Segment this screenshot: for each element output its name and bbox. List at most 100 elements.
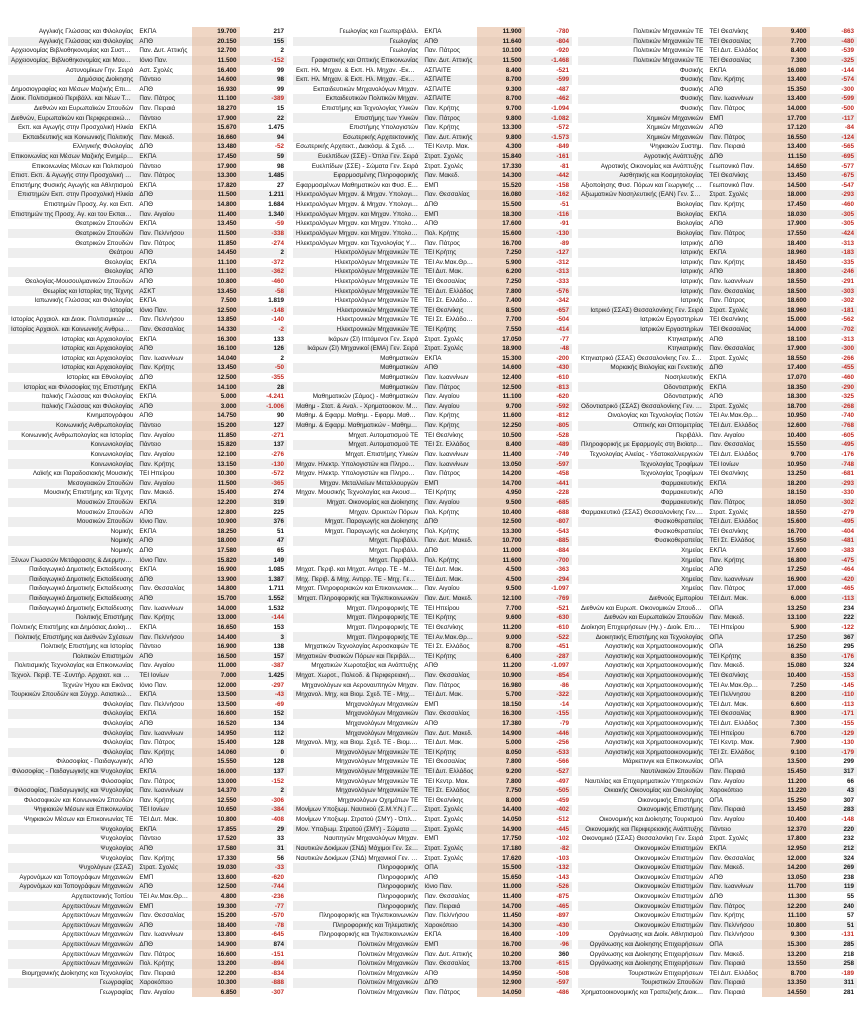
cell-estimation-2018: 6.200 <box>477 267 524 277</box>
cell-estimation-2018: 10.800 <box>192 277 239 287</box>
cell-estimation-2018: 11.300 <box>762 892 809 902</box>
cell-estimation-2018: 17.400 <box>762 363 809 373</box>
cell-sxoli: Φυσικοθεραπείας <box>578 536 706 546</box>
cell-sxoli: Τουριστικών Σπουδών <box>578 978 706 988</box>
cell-difference: -576 <box>525 286 572 296</box>
cell-estimation-2018: 18.050 <box>762 498 809 508</box>
cell-difference: 212 <box>810 844 857 854</box>
cell-idryma: Παν. Δυτ. Αττικής <box>136 46 192 56</box>
cell-difference: -300 <box>810 344 857 354</box>
cell-idryma: Παν. Πάτρος <box>136 238 192 248</box>
cell-difference: -804 <box>525 37 572 47</box>
table-row: Οικιακής Οικονομίας και Οικολογίας Χαροκό… <box>578 786 857 796</box>
cell-estimation-2018: 12.700 <box>192 46 239 56</box>
cell-estimation-2018: 18.300 <box>762 392 809 402</box>
cell-idryma: ΤΕΙ Ηπείρου <box>706 728 762 738</box>
cell-sxoli: Φιλοσοφίας - Παιδαγωγικής και Ψυχολογίας <box>8 767 136 777</box>
table-row: Βιομηχανικής Διοίκησης και Τεχνολογίας Πα… <box>8 969 287 979</box>
cell-idryma: ΟΠΑ <box>706 796 762 806</box>
cell-sxoli: Μηχατ. Πληροφορικής ΤΕ <box>293 623 421 633</box>
cell-difference: 225 <box>240 507 287 517</box>
cell-estimation-2018: 13.800 <box>192 930 239 940</box>
table-row: Μηχατ. Οικονομίας και Διοίκησης Παν. Αιγα… <box>293 498 572 508</box>
cell-idryma: ΕΚΠΑ <box>136 123 192 133</box>
cell-difference: -1.097 <box>525 661 572 671</box>
cell-estimation-2018: 18.900 <box>477 344 524 354</box>
cell-sxoli: Οικονομικών Επιστημών <box>578 911 706 921</box>
table-row: Οργάνωσης και Διοίκησης Επιχειρήσεων Παν.… <box>578 949 857 959</box>
cell-difference: -43 <box>240 690 287 700</box>
cell-idryma: ΑΠΘ <box>136 921 192 931</box>
cell-difference: -539 <box>810 46 857 56</box>
cell-difference: 360 <box>525 949 572 959</box>
table-row: Αξιωματικών Νοσηλευτικής (ΕΑΝ) Γεν. Σειρ… <box>578 190 857 200</box>
cell-estimation-2018: 10.900 <box>192 517 239 527</box>
cell-idryma: Παν. Μακεδ. <box>421 171 477 181</box>
cell-difference: -79 <box>525 719 572 729</box>
table-row: Επικοινωνίας και Μέσων Μαζικής Ενημέρωση… <box>8 152 287 162</box>
cell-estimation-2018: 18.960 <box>762 306 809 316</box>
table-row: Ικάρων (ΣΙ) Μηχανικοί (ΕΜΑ) Γεν. Σειρά Στ… <box>293 344 572 354</box>
cell-idryma: Στρατ. Σχολές <box>421 825 477 835</box>
cell-difference: -387 <box>240 661 287 671</box>
cell-idryma: Στρατ. Σχολές <box>421 853 477 863</box>
table-row: Ιατρικών Εργαστηρίων ΤΕΙ Θεσ/νίκης 15.000-… <box>578 315 857 325</box>
cell-sxoli: Κοινωνικής Ανθρωπολογίας και Ιστορίας <box>8 431 136 441</box>
cell-idryma: ΔΠΘ <box>706 238 762 248</box>
table-row: Πληροφορικής ΟΠΑ 15.500 -132 <box>293 863 572 873</box>
table-row: Πολιτικής Επιστήμης Παν. Κρήτης 13.000 -144 <box>8 613 287 623</box>
cell-difference: 128 <box>240 738 287 748</box>
cell-difference: -51 <box>525 200 572 210</box>
cell-estimation-2018: 12.250 <box>477 421 524 431</box>
table-row: Ιστορίας και Αρχαιολογίας ΑΠΘ 16.100 126 <box>8 344 287 354</box>
cell-idryma: Παν. Κρήτης <box>706 75 762 85</box>
cell-sxoli: Φιλολογίας <box>8 700 136 710</box>
table-row: Πληροφορικής με Εφαρμογές στη Βιοϊατρική… <box>578 440 857 450</box>
cell-estimation-2018: 17.520 <box>192 834 239 844</box>
cell-sxoli: Δημόσιας Διοίκησης <box>8 75 136 85</box>
table-body-2: Γεωλογίας και Γεωπεριβάλλ. ΕΚΠΑ 11.900 -780… <box>293 27 572 998</box>
cell-idryma: Παν. Πελ/νήσου <box>136 229 192 239</box>
cell-estimation-2018: 10.400 <box>477 507 524 517</box>
table-row: Ελληνικής Φιλολογίας ΔΠΘ 13.480 -52 <box>8 142 287 152</box>
cell-idryma: ΑΣΠΑΙΤΕ <box>421 65 477 75</box>
table-row: Βιολογίας ΕΚΠΑ 18.030 -305 <box>578 210 857 220</box>
table-row: Περιβάλλ. Παν. Αιγαίου 10.400 -605 <box>578 431 857 441</box>
cell-sxoli: Αρχειονομίας, Βιβλιοθηκονομίας και Μουσε… <box>8 56 136 66</box>
cell-sxoli: Μηχανολ. Μηχ. και Βιομ. Σχεδ. ΤΕ - Μηχαν… <box>293 690 421 700</box>
table-row: Πληροφορικής Παν. Πειραιά 14.700 -465 <box>293 901 572 911</box>
cell-idryma: Παν. Ιωαννίνων <box>136 786 192 796</box>
table-row: Χημείας Παν. Πάτρος 17.000 -465 <box>578 584 857 594</box>
cell-difference: -291 <box>810 277 857 287</box>
cell-sxoli: Επιστήμης Υπολογιστών <box>293 123 421 133</box>
col1-header-diff <box>240 18 287 27</box>
cell-difference: -505 <box>525 786 572 796</box>
table-row: Μηχατ. Πληροφορικής και Τηλεπικοινωνιών Π… <box>293 594 572 604</box>
cell-idryma: ΔΠΘ <box>421 517 477 527</box>
cell-sxoli: Ιστορίας και Αρχαιολογίας <box>8 334 136 344</box>
cell-estimation-2018: 13.200 <box>192 959 239 969</box>
table-row: Ιατρικής Παν. Πάτρος 18.600 -302 <box>578 296 857 306</box>
cell-estimation-2018: 10.650 <box>192 805 239 815</box>
cell-difference: 66 <box>810 776 857 786</box>
table-row: Παιδαγωγικό Δημοτικής Εκπαίδευσης Παν. Ιω… <box>8 603 287 613</box>
table-row: Πληροφορικής και Τηλεπικοινωνιών Παν. Πελ… <box>293 911 572 921</box>
cell-idryma: ΑΠΘ <box>706 565 762 575</box>
cell-sxoli: Μηχατ. Οικονομίας και Διοίκησης <box>293 498 421 508</box>
cell-idryma: ΕΚΠΑ <box>706 479 762 489</box>
cell-difference: -408 <box>240 815 287 825</box>
cell-estimation-2018: 8.700 <box>477 75 524 85</box>
cell-difference: 15 <box>240 104 287 114</box>
cell-difference: 307 <box>810 796 857 806</box>
table-row: Διεθνούς Εμπορίου ΤΕΙ Δυτ. Μακ. 6.000 -113 <box>578 594 857 604</box>
cell-difference: -300 <box>810 85 857 95</box>
cell-idryma: Παν. Πειραιά <box>136 969 192 979</box>
cell-difference: -645 <box>240 930 287 940</box>
table-row: Ναυτικών Δοκίμων (ΣΝΔ) Μάχιμοι Γεν. Σειρ… <box>293 844 572 854</box>
cell-difference: 128 <box>240 757 287 767</box>
cell-difference: -246 <box>810 267 857 277</box>
table-row: Επιστήμης Φυσικής Αγωγής και Αθλητισμού Ε… <box>8 181 287 191</box>
table-row: Γεωγραφίας Χαροκόπειο 10.300 -888 <box>8 978 287 988</box>
cell-sxoli: Τεχνολ. Περιβ. ΤΕ -Συντήρ. Αρχαιοτ. και … <box>8 671 136 681</box>
cell-sxoli: Οδοντιατρικής <box>578 392 706 402</box>
